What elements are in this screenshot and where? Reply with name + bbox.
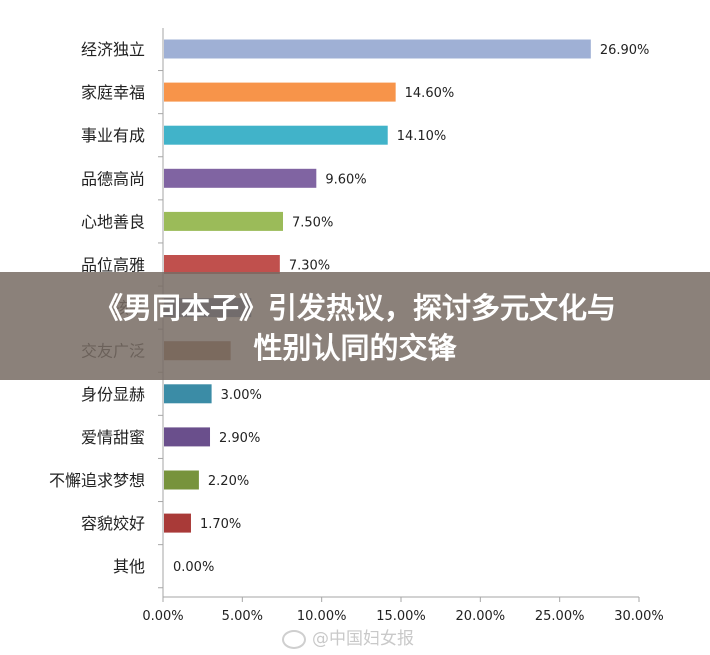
value-tick-label: 25.00%: [535, 609, 585, 624]
data-label: 26.90%: [600, 43, 650, 58]
headline-line-2: 性别认同的交锋: [253, 331, 457, 365]
data-label: 0.00%: [173, 560, 214, 575]
data-label: 3.00%: [221, 388, 262, 403]
bar: [164, 82, 396, 102]
value-tick-label: 20.00%: [456, 609, 506, 624]
category-label: 心地善良: [81, 212, 145, 231]
category-label: 品德高尚: [81, 169, 145, 188]
data-label: 9.60%: [325, 172, 366, 187]
value-tick-label: 5.00%: [222, 609, 263, 624]
value-tick-label: 30.00%: [614, 609, 664, 624]
category-label: 爱情甜蜜: [81, 428, 145, 447]
value-tick-label: 0.00%: [142, 609, 183, 624]
category-label: 经济独立: [81, 40, 145, 59]
category-label: 容貌姣好: [81, 514, 145, 533]
headline-title: 《男同本子》引发热议，探讨多元文化与 性别认同的交锋: [0, 288, 710, 368]
data-label: 7.50%: [292, 215, 333, 230]
data-label: 2.20%: [208, 474, 249, 489]
category-label: 不懈追求梦想: [49, 471, 145, 490]
category-label: 身份显赫: [81, 385, 145, 404]
bar: [164, 513, 191, 533]
data-label: 7.30%: [289, 259, 330, 274]
bar: [164, 255, 280, 274]
data-label: 2.90%: [219, 431, 260, 446]
bar: [164, 168, 317, 188]
weibo-icon: [282, 629, 306, 649]
data-label: 1.70%: [200, 517, 241, 532]
category-label: 事业有成: [81, 126, 145, 145]
bar: [164, 470, 199, 490]
bar: [164, 125, 388, 145]
bar: [164, 39, 591, 59]
category-label: 家庭幸福: [81, 83, 145, 102]
bar: [164, 384, 212, 404]
category-label: 其他: [113, 557, 145, 576]
value-tick-label: 10.00%: [297, 609, 347, 624]
data-label: 14.60%: [405, 86, 455, 101]
watermark-text: @中国妇女报: [312, 629, 414, 649]
headline-line-1: 《男同本子》引发热议，探讨多元文化与: [93, 291, 616, 325]
watermark: @中国妇女报: [282, 624, 414, 649]
bar: [164, 427, 211, 447]
value-tick-label: 15.00%: [376, 609, 426, 624]
headline-banner: 《男同本子》引发热议，探讨多元文化与 性别认同的交锋: [0, 272, 710, 380]
data-label: 14.10%: [397, 129, 447, 144]
bar: [164, 211, 283, 231]
category-label: 品位高雅: [81, 256, 145, 275]
